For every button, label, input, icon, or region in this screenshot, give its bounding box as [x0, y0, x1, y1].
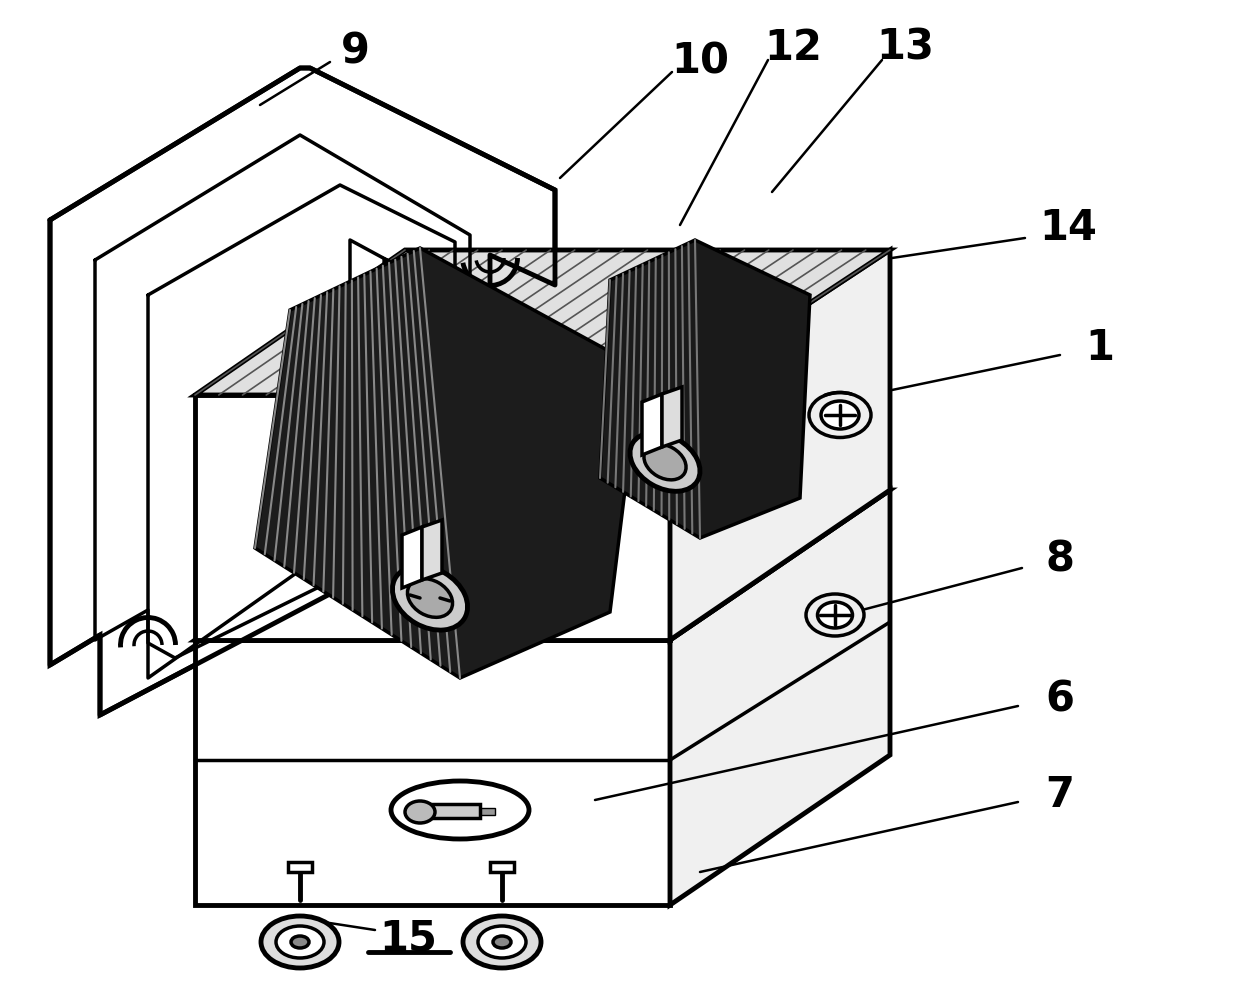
Ellipse shape	[494, 936, 511, 948]
Polygon shape	[670, 490, 890, 905]
Polygon shape	[600, 240, 810, 538]
Ellipse shape	[808, 393, 870, 438]
Ellipse shape	[806, 594, 864, 636]
Ellipse shape	[817, 602, 853, 628]
Polygon shape	[662, 387, 682, 447]
Text: 12: 12	[764, 27, 822, 69]
Polygon shape	[255, 248, 640, 678]
Polygon shape	[402, 527, 422, 588]
Polygon shape	[195, 395, 670, 640]
Polygon shape	[642, 394, 662, 455]
Polygon shape	[50, 68, 556, 715]
Text: 13: 13	[875, 27, 934, 69]
Ellipse shape	[477, 926, 526, 958]
Ellipse shape	[408, 578, 453, 617]
Ellipse shape	[821, 401, 859, 429]
Ellipse shape	[463, 916, 541, 968]
Text: 1: 1	[1085, 327, 1115, 369]
Text: 7: 7	[1045, 774, 1075, 816]
Text: 6: 6	[1045, 679, 1075, 721]
Ellipse shape	[260, 916, 339, 968]
Polygon shape	[670, 250, 890, 640]
Ellipse shape	[644, 444, 686, 480]
Text: 15: 15	[379, 917, 436, 959]
Text: 14: 14	[1039, 207, 1097, 249]
Polygon shape	[490, 862, 515, 872]
Text: 9: 9	[341, 31, 370, 73]
Polygon shape	[195, 250, 890, 395]
Polygon shape	[288, 862, 312, 872]
Ellipse shape	[630, 433, 701, 492]
Polygon shape	[430, 804, 480, 818]
Ellipse shape	[405, 801, 435, 823]
Text: 8: 8	[1045, 539, 1075, 581]
Polygon shape	[195, 490, 890, 640]
Polygon shape	[422, 520, 441, 580]
Polygon shape	[195, 640, 670, 905]
Ellipse shape	[277, 926, 324, 958]
Polygon shape	[408, 808, 495, 815]
Ellipse shape	[291, 936, 309, 948]
Ellipse shape	[392, 566, 467, 630]
Ellipse shape	[391, 781, 529, 839]
Text: 10: 10	[671, 41, 729, 83]
